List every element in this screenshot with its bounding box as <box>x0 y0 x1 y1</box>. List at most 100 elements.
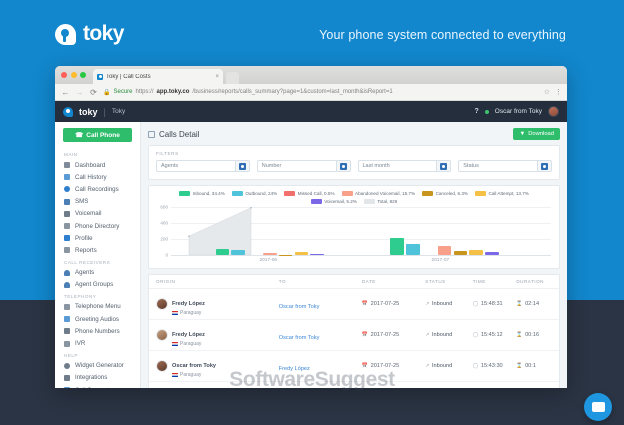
sidebar-item-greeting-audios[interactable]: Greeting Audios <box>55 313 140 325</box>
sidebar-item-call-support[interactable]: Call Support <box>55 384 140 388</box>
origin-name: Fredy López <box>172 332 205 338</box>
sidebar-item-phone-directory[interactable]: Phone Directory <box>55 220 140 232</box>
download-button[interactable]: ▼ Download <box>513 128 560 140</box>
filter-period-button[interactable] <box>436 161 451 171</box>
sidebar-item-label: Agent Groups <box>75 281 114 289</box>
chart-bar[interactable] <box>390 238 405 255</box>
legend-swatch-icon <box>310 199 322 204</box>
origin-info: Fredy López Paraguay <box>172 292 205 316</box>
minimize-window-icon[interactable] <box>70 71 77 78</box>
legend-label: Canceled, 6.3% <box>435 191 468 196</box>
sidebar-item-agents[interactable]: Agents <box>55 267 140 279</box>
x-tick-label: 2017-06 <box>259 258 278 263</box>
chart-bar[interactable] <box>262 253 277 255</box>
filter-agents-value: Agents <box>161 163 179 169</box>
app-topbar: toky | Toky ? Oscar from Toky <box>55 101 567 122</box>
legend-label: Missed Call, 0.5% <box>297 191 335 196</box>
sidebar-item-phone-numbers[interactable]: Phone Numbers <box>55 325 140 337</box>
sidebar-item-ivr[interactable]: IVR <box>55 337 140 349</box>
chart-bar[interactable] <box>406 244 420 255</box>
sidebar-item-integrations[interactable]: Integrations <box>55 372 140 384</box>
close-window-icon[interactable] <box>61 71 67 78</box>
legend-item[interactable]: Inbound, 34.4% <box>179 191 225 196</box>
to-link[interactable]: Fredy López <box>278 366 310 372</box>
sidebar-item-voicemail[interactable]: Voicemail <box>55 208 140 220</box>
filter-status-button[interactable] <box>537 161 551 171</box>
chart-bar[interactable] <box>469 249 483 255</box>
window-controls[interactable] <box>61 66 86 84</box>
table-row[interactable]: Oscar from Toky Paraguay Fredy López 📅 2017-… <box>149 351 559 382</box>
cell-to[interactable]: Fredy López <box>279 357 362 375</box>
sidebar-item-label: Dashboard <box>75 161 106 169</box>
gridline <box>171 239 551 240</box>
chat-widget-button[interactable] <box>584 393 612 421</box>
to-link[interactable]: Oscar from Toky <box>278 335 320 341</box>
filters-panel: FILTERS Agents Number Last month <box>148 145 560 180</box>
legend-item[interactable]: Abandoned Voicemail, 15.7% <box>341 191 415 196</box>
gridline <box>171 223 551 224</box>
sidebar-section-help: HELP <box>64 352 79 358</box>
toky-logo-icon[interactable] <box>63 106 73 117</box>
sidebar-item-label: IVR <box>75 340 86 348</box>
sidebar-item-reports[interactable]: Reports <box>55 244 140 256</box>
filter-agents-button[interactable] <box>234 161 249 171</box>
filter-number-button[interactable] <box>335 161 350 171</box>
help-icon[interactable]: ? <box>474 108 479 115</box>
legend-item[interactable]: Total, 826 <box>363 199 397 204</box>
legend-swatch-icon <box>179 191 191 196</box>
filter-status[interactable]: Status <box>458 160 552 172</box>
chart-bar[interactable] <box>485 252 499 255</box>
legend-item[interactable]: Outbound, 24% <box>231 191 278 196</box>
legend-item[interactable]: Missed Call, 0.5% <box>284 191 335 196</box>
avatar <box>156 360 168 372</box>
reload-icon[interactable]: ⟳ <box>90 87 97 97</box>
cell-to[interactable]: Oscar from Toky <box>279 326 362 344</box>
sidebar-item-call-history[interactable]: Call History <box>55 171 140 183</box>
filter-period[interactable]: Last month <box>357 160 452 172</box>
col-to: TO <box>278 279 287 284</box>
arrow-icon: ↗ <box>425 301 430 307</box>
user-name[interactable]: Oscar from Toky <box>494 108 542 115</box>
legend-item[interactable]: Canceled, 6.3% <box>422 191 468 196</box>
chart-bar[interactable] <box>310 254 324 255</box>
table-row[interactable]: Fredy López Paraguay Oscar from Toky 📅 2017-… <box>149 320 559 351</box>
cell-to[interactable]: Oscar from Toky <box>279 295 362 313</box>
filter-number[interactable]: Number <box>256 160 351 172</box>
to-link[interactable]: Oscar from Toky <box>278 304 320 310</box>
chart-bar[interactable] <box>231 249 246 255</box>
sidebar-item-call-recordings[interactable]: Call Recordings <box>55 183 140 195</box>
sidebar-item-dashboard[interactable]: Dashboard <box>55 159 140 171</box>
browser-tab[interactable]: Toky | Call Costs × <box>93 69 223 84</box>
avatar[interactable] <box>548 106 559 117</box>
maximize-window-icon[interactable] <box>80 71 86 78</box>
chart-bar[interactable] <box>453 251 468 255</box>
close-icon[interactable]: × <box>215 73 219 80</box>
legend-item[interactable]: Call Attempt, 13.7% <box>475 191 529 196</box>
call-phone-button[interactable]: ☎ Call Phone <box>63 128 132 142</box>
sidebar-item-sms[interactable]: SMS <box>55 196 140 208</box>
chart-bar[interactable] <box>215 249 230 255</box>
sidebar-item-profile[interactable]: Profile <box>55 232 140 244</box>
cell-duration: ⌛ 02:14 <box>516 301 540 307</box>
back-icon[interactable]: ← <box>61 87 70 97</box>
address-bar[interactable]: 🔒 Secure https:// app.toky.co /business/… <box>103 87 539 98</box>
sidebar-item-telephone-menu[interactable]: Telephone Menu <box>55 301 140 313</box>
filter-agents[interactable]: Agents <box>156 160 250 172</box>
new-tab-button[interactable] <box>226 72 239 84</box>
legend-item[interactable]: Voicemail, 5.2% <box>310 199 357 204</box>
table-row[interactable]: Emilio AmarillaParaguayContact 960📅2017-… <box>149 382 559 388</box>
bookmark-star-icon[interactable]: ☆ <box>543 89 550 96</box>
table-row[interactable]: Fredy López Paraguay Oscar from Toky 📅 2017-… <box>149 289 559 320</box>
legend-swatch-icon <box>341 191 353 196</box>
page-title-text: Calls Detail <box>159 129 200 139</box>
browser-menu-icon[interactable]: ⋮ <box>555 89 562 96</box>
sidebar-item-widget-generator[interactable]: Widget Generator <box>55 360 140 372</box>
chart-bar[interactable] <box>437 246 452 255</box>
cell-duration: ⌛ 00:1 <box>516 363 536 369</box>
legend-label: Outbound, 24% <box>245 191 278 196</box>
chart-bar[interactable] <box>294 251 309 255</box>
clock-icon <box>64 174 70 181</box>
sidebar-item-agent-groups[interactable]: Agent Groups <box>55 279 140 291</box>
origin-country: Paraguay <box>172 310 205 316</box>
cell-origin: Fredy López Paraguay <box>156 292 279 316</box>
